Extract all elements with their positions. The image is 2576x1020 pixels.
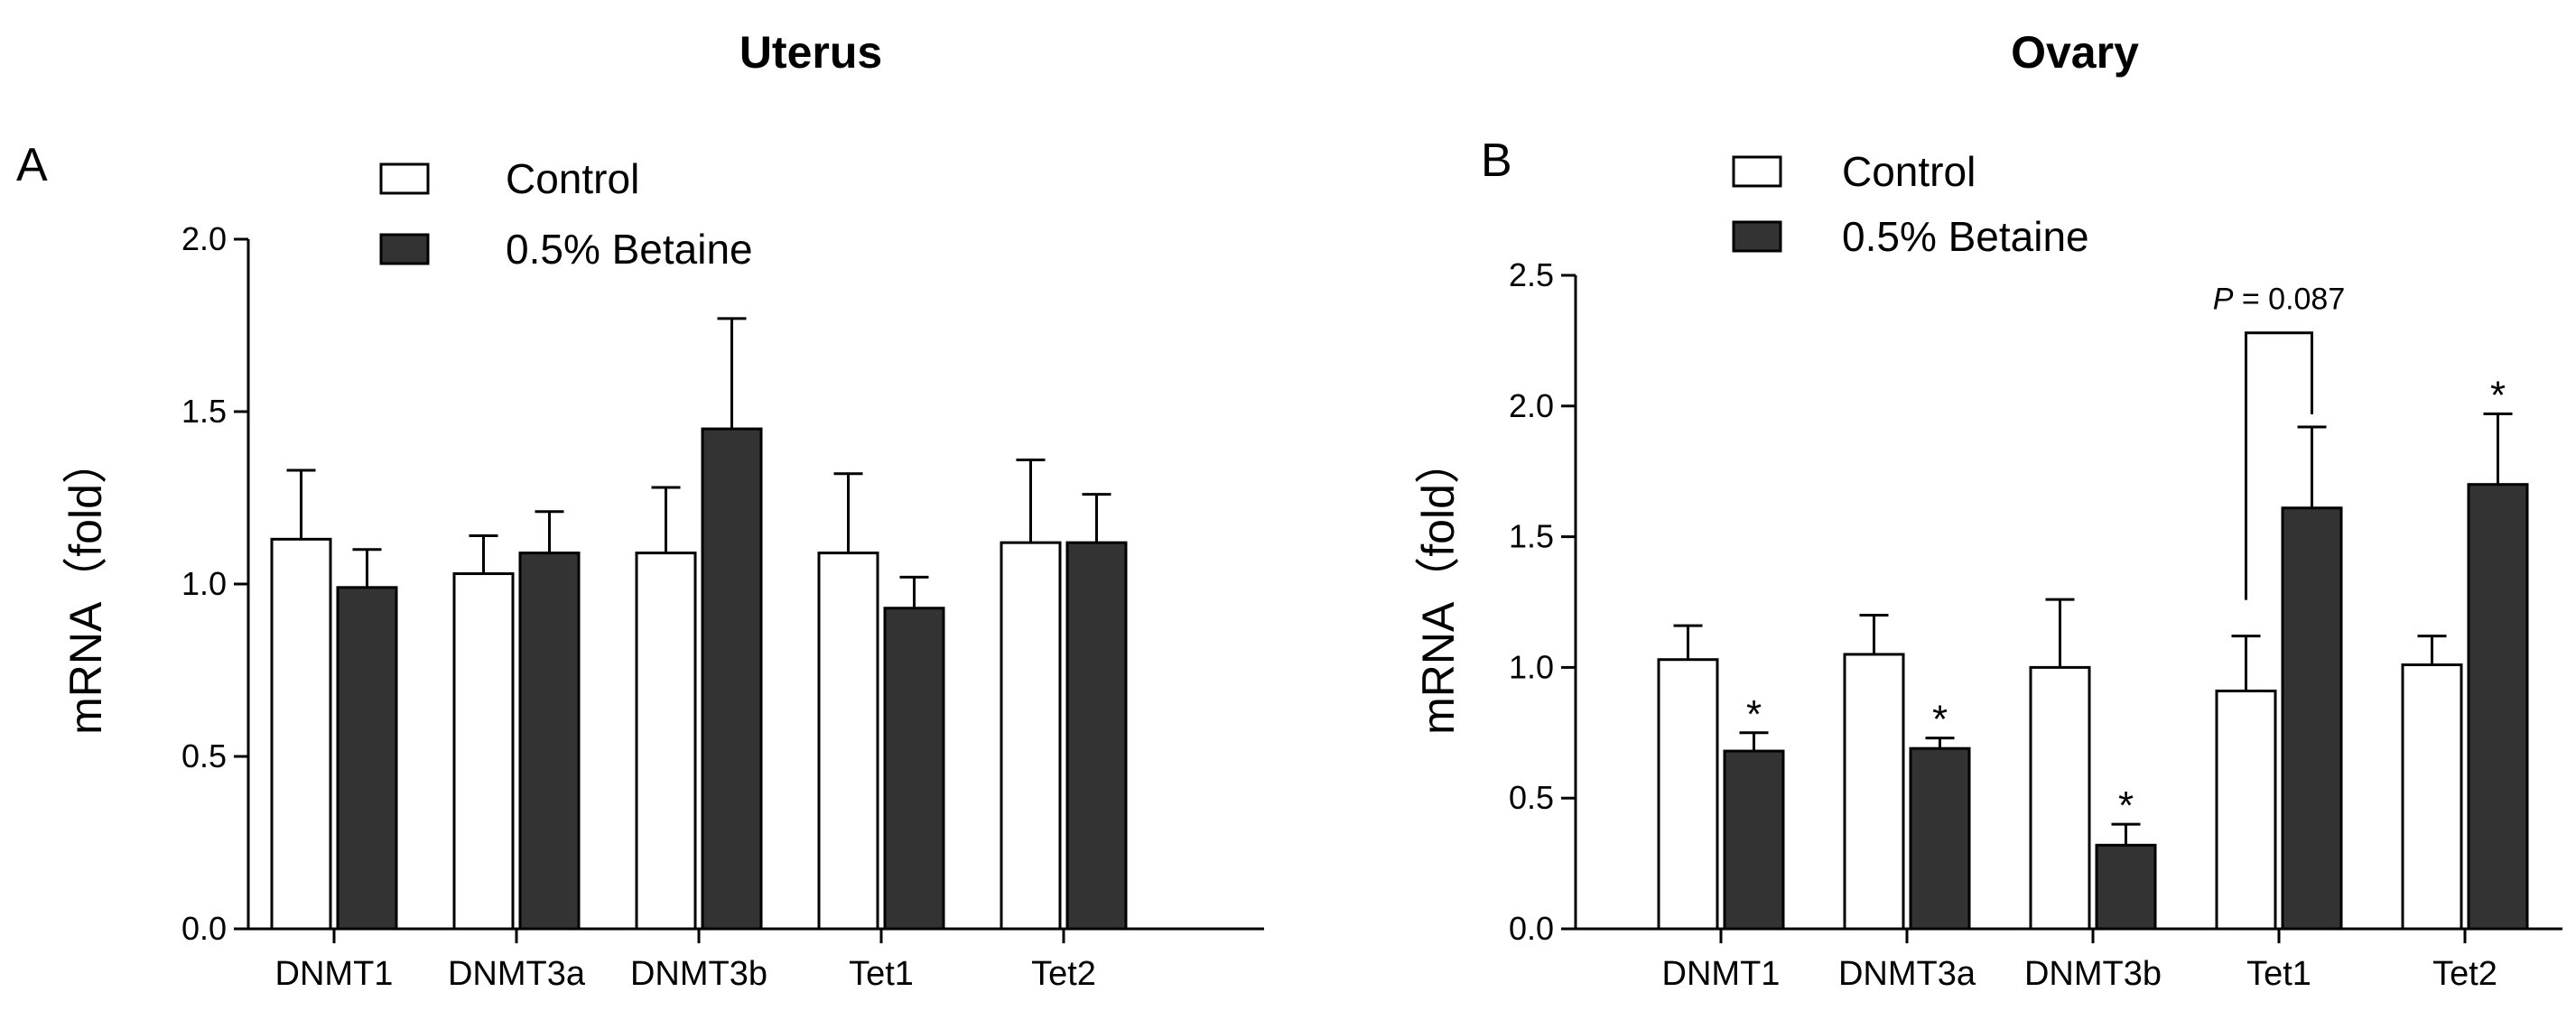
bar-betaine-tet2	[2467, 483, 2529, 931]
legend-label: 0.5% Betaine	[1842, 213, 2089, 260]
significance-star: *	[1932, 698, 1948, 742]
panel-label: A	[16, 139, 48, 191]
bar-control-dnmt3b	[2029, 665, 2091, 931]
bar-control-tet2	[2401, 663, 2463, 931]
panel-label: B	[1481, 134, 1512, 187]
y-tick-label: 1.0	[181, 565, 227, 602]
legend-label: Control	[506, 155, 639, 202]
y-tick-label: 0.5	[1509, 779, 1554, 816]
x-tick-label: DNMT1	[275, 955, 394, 993]
bar-control-dnmt1	[270, 537, 332, 931]
bar-control-dnmt1	[1657, 658, 1719, 931]
significance-star: *	[1746, 692, 1762, 737]
x-tick-label: Tet2	[1031, 955, 1096, 993]
x-tick-label: DNMT3b	[630, 955, 767, 993]
bar-betaine-tet2	[1065, 541, 1128, 931]
bar-control-dnmt3b	[635, 552, 697, 931]
bar-betaine-dnmt1	[336, 586, 398, 931]
y-tick-label: 1.0	[1509, 648, 1554, 685]
y-axis-label: mRNA（fold）	[1413, 439, 1464, 735]
p-value-symbol: P	[2213, 283, 2234, 317]
legend-swatch	[379, 233, 430, 265]
legend-swatch	[1732, 155, 1782, 188]
y-tick-label: 0.0	[181, 910, 227, 947]
bar-betaine-tet1	[2281, 506, 2343, 931]
x-tick-label: DNMT1	[1662, 955, 1781, 993]
bar-betaine-dnmt3a	[518, 552, 581, 931]
bar-betaine-dnmt3a	[1909, 746, 1971, 931]
bar-control-tet2	[1000, 541, 1062, 931]
legend-label: Control	[1842, 148, 1976, 195]
x-tick-label: DNMT3b	[2024, 955, 2162, 993]
chart-title: Uterus	[739, 27, 882, 78]
bar-control-dnmt3a	[452, 572, 515, 931]
y-tick-label: 1.5	[1509, 518, 1554, 555]
chart-panel-b: Ovary B 0.0 0.5 1.0 1.5 2.0 2.5 mRNA（fold） DNMT1 D…	[1413, 27, 2562, 993]
bar-betaine-dnmt1	[1723, 749, 1785, 931]
legend-swatch	[379, 162, 430, 195]
bar-control-tet1	[817, 552, 879, 931]
x-tick-label: DNMT3a	[448, 955, 586, 993]
chart-title: Ovary	[2011, 27, 2139, 78]
bar-betaine-dnmt3b	[2095, 843, 2157, 931]
bar-control-dnmt3a	[1843, 653, 1905, 931]
significance-star: *	[2490, 373, 2506, 417]
y-axis-label: mRNA（fold）	[60, 439, 111, 735]
chart-panel-a: Uterus A 0.0 0.5 1.0 1.5 2.0 mRNA（fold） DNMT1 DNM…	[16, 27, 1264, 993]
significance-star: *	[2118, 784, 2134, 828]
x-tick-label: DNMT3a	[1838, 955, 1976, 993]
y-tick-label: 0.0	[1509, 910, 1554, 947]
bar-betaine-dnmt3b	[701, 427, 763, 931]
y-tick-label: 2.5	[1509, 256, 1554, 293]
x-tick-label: Tet2	[2432, 955, 2497, 993]
legend-swatch	[1732, 220, 1782, 253]
legend-label: 0.5% Betaine	[506, 226, 753, 273]
y-tick-label: 1.5	[181, 393, 227, 430]
bar-control-tet1	[2215, 689, 2277, 931]
x-tick-label: Tet1	[849, 955, 914, 993]
p-value-label: P = 0.087	[2213, 283, 2346, 317]
y-tick-label: 2.0	[1509, 387, 1554, 424]
significance-bracket	[2245, 331, 2313, 600]
x-tick-label: Tet1	[2246, 955, 2311, 993]
y-tick-label: 2.0	[181, 220, 227, 257]
y-tick-label: 0.5	[181, 737, 227, 774]
p-value-text: = 0.087	[2233, 283, 2345, 317]
bar-betaine-tet1	[883, 607, 945, 931]
